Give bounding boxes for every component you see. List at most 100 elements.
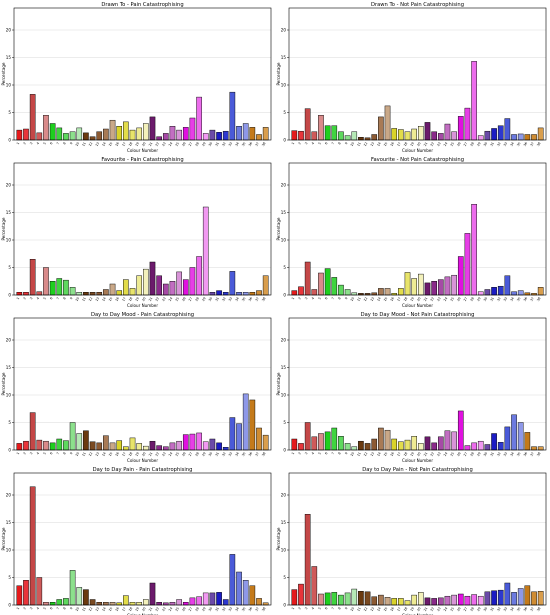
x-tick-label: 9 <box>344 606 348 610</box>
bar-colour-16 <box>116 602 123 606</box>
bar-colour-13 <box>371 292 378 296</box>
x-tick-label: 36 <box>248 452 253 458</box>
bar-colour-38 <box>262 127 269 141</box>
y-tick-label: 20 <box>281 492 287 497</box>
y-tick-label: 15 <box>6 365 12 370</box>
bar-colour-22 <box>431 281 437 296</box>
bar-colour-29 <box>477 595 484 606</box>
bar-colour-23 <box>162 602 169 606</box>
x-tick-label: 16 <box>390 297 395 303</box>
x-tick-label: 36 <box>248 297 253 303</box>
bar-colour-34 <box>236 126 242 141</box>
x-tick-label: 29 <box>201 297 206 303</box>
x-tick-label: 12 <box>363 607 368 613</box>
bar-colour-11 <box>83 132 89 141</box>
x-tick-label: 27 <box>463 451 468 457</box>
x-tick-label: 31 <box>489 142 494 148</box>
bar-colour-12 <box>89 292 96 296</box>
x-tick-label: 8 <box>62 296 66 300</box>
x-tick-label: 7 <box>56 452 60 456</box>
x-tick-label: 3 <box>304 296 308 300</box>
bar-colour-7 <box>331 592 338 606</box>
bar-colour-14 <box>378 427 384 451</box>
x-tick-label: 37 <box>254 296 259 302</box>
bar-colour-36 <box>249 399 256 451</box>
bar-colour-27 <box>189 433 196 451</box>
bar-colour-27 <box>189 117 196 141</box>
x-tick-label: 31 <box>489 607 494 613</box>
bar-colour-31 <box>491 287 497 296</box>
x-tick-label: 19 <box>135 451 140 457</box>
x-tick-label: 35 <box>516 607 521 613</box>
bar-colour-16 <box>391 438 398 451</box>
x-tick-label: 28 <box>194 606 199 612</box>
x-tick-label: 10 <box>350 142 355 148</box>
x-tick-label: 23 <box>161 606 166 612</box>
x-tick-label: 20 <box>416 297 421 303</box>
x-tick-label: 1 <box>291 452 295 456</box>
x-tick-label: 10 <box>350 452 355 458</box>
bar-colour-7 <box>331 427 338 451</box>
y-tick-label: 15 <box>281 55 287 60</box>
bar-colour-6 <box>49 281 56 296</box>
bar-colour-22 <box>156 445 162 451</box>
x-tick-label: 19 <box>135 141 140 147</box>
bar-colour-36 <box>249 127 256 141</box>
bar-colour-14 <box>378 288 384 296</box>
bar-colour-5 <box>318 593 324 606</box>
x-axis-label: Colour Number <box>127 148 158 153</box>
x-tick-label: 18 <box>403 141 408 147</box>
x-tick-label: 32 <box>221 606 226 612</box>
bar-colour-29 <box>202 592 209 606</box>
x-tick-label: 6 <box>49 297 53 301</box>
bar-colour-14 <box>103 128 109 141</box>
bar-colour-10 <box>351 131 358 141</box>
x-tick-label: 18 <box>128 451 133 457</box>
bar-colour-5 <box>318 433 324 451</box>
x-tick-label: 10 <box>75 607 80 613</box>
x-tick-label: 3 <box>29 451 33 455</box>
x-tick-label: 14 <box>101 451 106 457</box>
x-tick-label: 26 <box>181 607 186 613</box>
x-tick-label: 14 <box>376 141 381 147</box>
x-tick-label: 33 <box>503 451 508 457</box>
x-tick-label: 5 <box>317 451 321 455</box>
bar-colour-38 <box>537 446 544 451</box>
bar-colour-6 <box>324 125 331 141</box>
x-tick-label: 5 <box>317 606 321 610</box>
x-tick-label: 20 <box>141 607 146 613</box>
x-tick-label: 38 <box>261 606 266 612</box>
bar-colour-32 <box>222 447 229 451</box>
bar-colour-12 <box>364 443 371 451</box>
bar-colour-2 <box>298 130 304 141</box>
bar-colour-26 <box>182 602 189 606</box>
bar-colour-4 <box>36 577 43 606</box>
bar-colour-2 <box>23 128 29 141</box>
x-tick-label: 7 <box>56 297 60 301</box>
bar-colour-38 <box>537 591 544 606</box>
bar-colour-15 <box>109 442 116 451</box>
bar-colour-15 <box>109 602 116 606</box>
y-tick-label: 10 <box>6 237 12 242</box>
x-tick-label: 19 <box>135 606 140 612</box>
x-tick-label: 35 <box>241 607 246 613</box>
x-tick-label: 30 <box>483 297 488 303</box>
x-tick-label: 2 <box>22 607 26 611</box>
bar-colour-18 <box>404 439 411 451</box>
y-tick-label: 0 <box>8 292 11 297</box>
bar-colour-5 <box>43 602 49 606</box>
x-tick-label: 21 <box>423 297 428 303</box>
bar-colour-4 <box>311 436 318 451</box>
y-tick-label: 15 <box>281 520 287 525</box>
x-tick-label: 17 <box>396 452 401 458</box>
x-tick-label: 8 <box>62 141 66 145</box>
y-tick-label: 15 <box>6 520 12 525</box>
bar-colour-10 <box>76 587 83 606</box>
bar-colour-31 <box>491 590 497 606</box>
bar-colour-10 <box>351 446 358 451</box>
bar-colour-36 <box>524 292 531 296</box>
bar-colour-26 <box>457 593 464 606</box>
bar-colour-38 <box>262 434 269 451</box>
